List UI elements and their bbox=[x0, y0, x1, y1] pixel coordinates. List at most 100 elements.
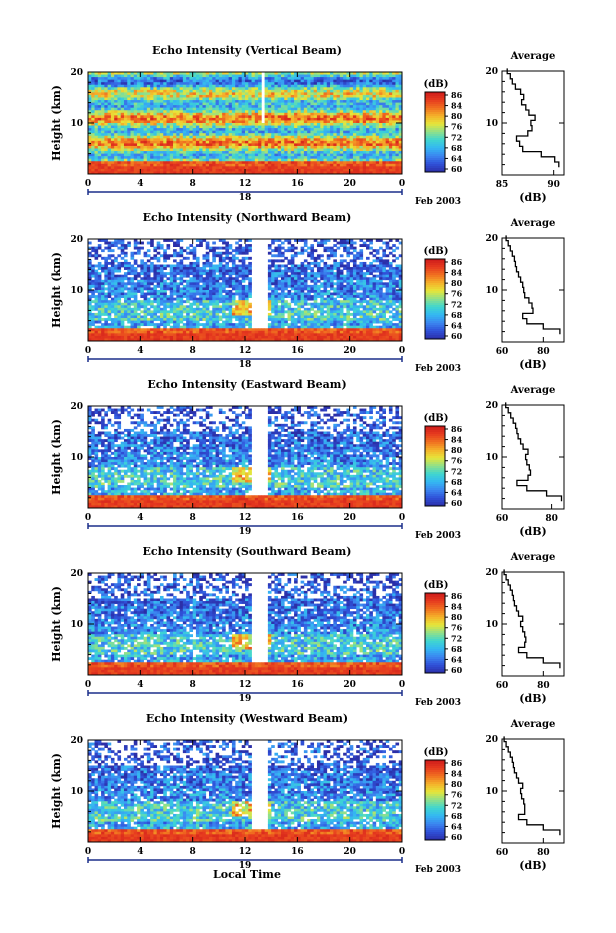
heatmap-cell bbox=[186, 275, 190, 278]
heatmap-cell bbox=[219, 267, 223, 270]
heatmap-cell bbox=[225, 77, 229, 80]
heatmap-cell bbox=[288, 131, 292, 134]
heatmap-cell bbox=[121, 280, 125, 283]
heatmap-cell bbox=[317, 85, 321, 88]
heatmap-cell bbox=[222, 108, 226, 111]
heatmap-cell bbox=[294, 159, 298, 162]
heatmap-cell bbox=[317, 87, 321, 90]
heatmap-cell bbox=[140, 169, 144, 172]
heatmap-cell bbox=[369, 149, 373, 152]
heatmap-cell bbox=[392, 108, 396, 111]
heatmap-cell bbox=[229, 87, 233, 90]
heatmap-cell bbox=[153, 156, 157, 159]
heatmap-cell bbox=[327, 87, 331, 90]
heatmap-cell bbox=[317, 154, 321, 157]
heatmap-cell bbox=[153, 110, 157, 113]
heatmap-cell bbox=[343, 85, 347, 88]
heatmap-cell bbox=[392, 277, 396, 280]
heatmap-cell bbox=[101, 280, 105, 283]
heatmap-cell bbox=[163, 100, 167, 103]
heatmap-cell bbox=[186, 105, 190, 108]
heatmap-cell bbox=[124, 143, 128, 146]
heatmap-cell bbox=[235, 131, 239, 134]
heatmap-cell bbox=[395, 87, 399, 90]
heatmap-cell bbox=[379, 257, 383, 260]
heatmap-cell bbox=[324, 87, 328, 90]
heatmap-cell bbox=[376, 118, 380, 121]
heatmap-cell bbox=[121, 169, 125, 172]
heatmap-cell bbox=[382, 166, 386, 169]
heatmap-cell bbox=[232, 105, 236, 108]
heatmap-cell bbox=[363, 138, 367, 141]
heatmap-cell bbox=[91, 115, 95, 118]
heatmap-cell bbox=[382, 272, 386, 275]
heatmap-cell bbox=[173, 161, 177, 164]
heatmap-cell bbox=[392, 100, 396, 103]
heatmap-cell bbox=[379, 247, 383, 250]
heatmap-cell bbox=[337, 156, 341, 159]
heatmap-cell bbox=[386, 262, 390, 265]
heatmap-cell bbox=[379, 103, 383, 106]
heatmap-cell bbox=[304, 120, 308, 123]
heatmap-cell bbox=[242, 247, 246, 250]
heatmap-cell bbox=[294, 123, 298, 126]
average-x-tick-label: 85 bbox=[496, 180, 509, 190]
heatmap-cell bbox=[229, 105, 233, 108]
heatmap-cell bbox=[114, 151, 118, 154]
heatmap-cell bbox=[91, 267, 95, 270]
heatmap-cell bbox=[170, 161, 174, 164]
heatmap-cell bbox=[274, 126, 278, 129]
heatmap-cell bbox=[304, 166, 308, 169]
heatmap-cell bbox=[229, 113, 233, 116]
heatmap-cell bbox=[350, 100, 354, 103]
heatmap-cell bbox=[395, 151, 399, 154]
heatmap-cell bbox=[304, 113, 308, 116]
heatmap-cell bbox=[95, 100, 99, 103]
heatmap-cell bbox=[108, 146, 112, 149]
heatmap-cell bbox=[320, 100, 324, 103]
heatmap-cell bbox=[124, 272, 128, 275]
heatmap-cell bbox=[392, 154, 396, 157]
heatmap-cell bbox=[346, 277, 350, 280]
heatmap-cell bbox=[327, 143, 331, 146]
heatmap-cell bbox=[163, 87, 167, 90]
heatmap-cell bbox=[212, 138, 216, 141]
heatmap-cell bbox=[294, 156, 298, 159]
heatmap-cell bbox=[137, 138, 141, 141]
heatmap-cell bbox=[324, 80, 328, 83]
heatmap-cell bbox=[196, 275, 200, 278]
heatmap-cell bbox=[222, 82, 226, 85]
heatmap-cell bbox=[366, 75, 370, 78]
heatmap-cell bbox=[314, 164, 318, 167]
heatmap-cell bbox=[301, 270, 305, 273]
heatmap-cell bbox=[140, 131, 144, 134]
heatmap-cell bbox=[153, 131, 157, 134]
heatmap-cell bbox=[248, 151, 252, 154]
heatmap-cell bbox=[307, 95, 311, 98]
heatmap-cells bbox=[88, 72, 402, 174]
heatmap-cell bbox=[261, 169, 265, 172]
heatmap-cell bbox=[209, 113, 213, 116]
heatmap-cell bbox=[186, 128, 190, 131]
heatmap-cell bbox=[382, 146, 386, 149]
heatmap-cell bbox=[114, 166, 118, 169]
heatmap-cell bbox=[104, 270, 108, 273]
heatmap-cell bbox=[392, 138, 396, 141]
heatmap-cell bbox=[232, 277, 236, 280]
heatmap-cell bbox=[150, 108, 154, 111]
heatmap-cell bbox=[91, 126, 95, 129]
heatmap-cell bbox=[216, 166, 220, 169]
heatmap-cell bbox=[117, 146, 121, 149]
heatmap-cell bbox=[153, 280, 157, 283]
heatmap-cell bbox=[150, 265, 154, 268]
colorbar-tick-label: 68 bbox=[451, 143, 463, 153]
heatmap-cell bbox=[346, 110, 350, 113]
heatmap-cell bbox=[258, 161, 262, 164]
heatmap-cell bbox=[278, 95, 282, 98]
heatmap-cell bbox=[265, 110, 269, 113]
heatmap-cell bbox=[157, 126, 161, 129]
heatmap-cell bbox=[153, 159, 157, 162]
heatmap-cell bbox=[356, 108, 360, 111]
heatmap-cell bbox=[131, 277, 135, 280]
heatmap-cell bbox=[212, 280, 216, 283]
